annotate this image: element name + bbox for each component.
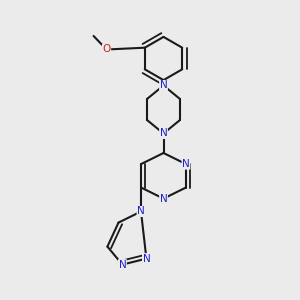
Text: N: N [182,159,190,169]
Text: N: N [160,80,167,91]
Text: N: N [118,260,126,270]
Text: N: N [137,206,145,217]
Text: N: N [160,128,167,139]
Text: N: N [142,254,150,264]
Text: O: O [102,44,111,55]
Text: N: N [160,194,167,204]
